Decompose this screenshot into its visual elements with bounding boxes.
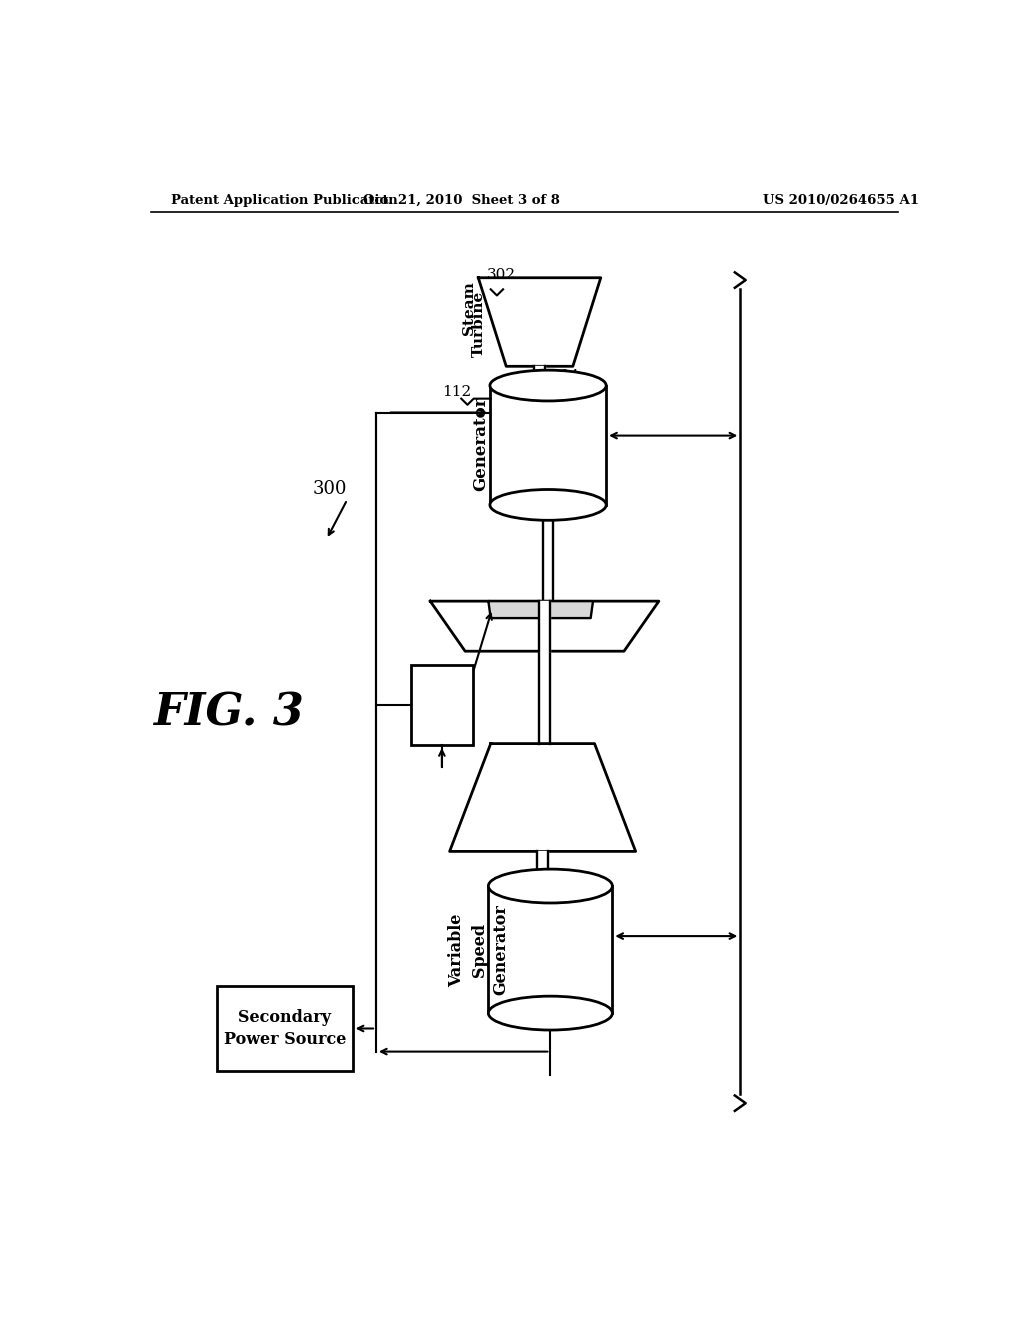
Polygon shape (535, 367, 545, 385)
Bar (488, 886, 612, 1014)
Text: Oct. 21, 2010  Sheet 3 of 8: Oct. 21, 2010 Sheet 3 of 8 (362, 194, 560, 207)
Text: Variable
Speed
Generator: Variable Speed Generator (449, 904, 510, 995)
Polygon shape (543, 520, 554, 601)
Text: Steam: Steam (462, 281, 476, 335)
Text: 300: 300 (312, 480, 347, 499)
Bar (489, 385, 606, 506)
Text: Patent Application Publication: Patent Application Publication (171, 194, 397, 207)
Ellipse shape (488, 869, 612, 903)
Text: FIG. 3: FIG. 3 (154, 692, 304, 734)
Text: 112: 112 (442, 385, 471, 400)
Polygon shape (538, 851, 548, 886)
Bar (411, 665, 473, 744)
Ellipse shape (489, 490, 606, 520)
Text: Turbine: Turbine (472, 290, 486, 358)
Bar (217, 986, 352, 1071)
Ellipse shape (489, 370, 606, 401)
Text: 302: 302 (486, 268, 516, 281)
Polygon shape (488, 601, 593, 618)
Polygon shape (539, 601, 550, 651)
Text: Generator: Generator (472, 396, 489, 491)
Ellipse shape (488, 997, 612, 1030)
Text: US 2010/0264655 A1: US 2010/0264655 A1 (763, 194, 919, 207)
Text: Secondary
Power Source: Secondary Power Source (224, 1008, 346, 1048)
Polygon shape (539, 651, 550, 743)
Text: 304: 304 (550, 368, 580, 383)
